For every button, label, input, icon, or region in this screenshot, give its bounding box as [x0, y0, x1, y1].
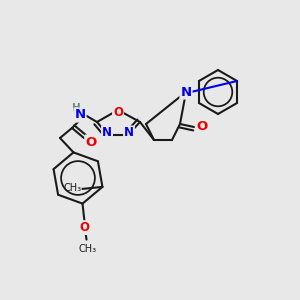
- Text: O: O: [196, 121, 208, 134]
- Text: O: O: [113, 106, 123, 118]
- Text: CH₃: CH₃: [63, 183, 81, 193]
- Text: N: N: [74, 109, 86, 122]
- Text: O: O: [85, 136, 97, 148]
- Text: N: N: [124, 127, 134, 140]
- Text: O: O: [80, 221, 89, 234]
- Text: CH₃: CH₃: [79, 244, 97, 254]
- Text: H: H: [72, 103, 80, 113]
- Text: N: N: [102, 127, 112, 140]
- Text: N: N: [180, 85, 192, 98]
